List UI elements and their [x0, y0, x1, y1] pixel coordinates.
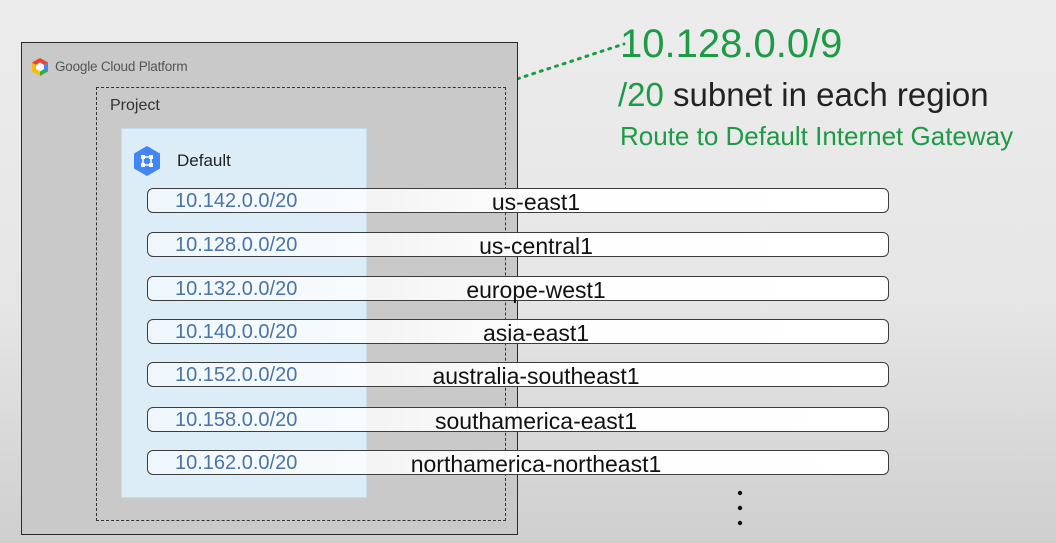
subnet-size-note: /20 subnet in each region: [618, 76, 989, 114]
subnet-row: 10.158.0.0/20 southamerica-east1: [147, 407, 889, 434]
subnet-region: us-east1: [491, 189, 581, 215]
subnet-cidr: 10.140.0.0/20: [175, 321, 298, 343]
subnet-region: us-central1: [479, 233, 593, 259]
subnet-cidr: 10.162.0.0/20: [175, 452, 298, 474]
subnet-region: europe-west1: [466, 277, 606, 303]
subnet-row: 10.132.0.0/20 europe-west1: [147, 276, 889, 303]
subnet-cidr: 10.128.0.0/20: [175, 234, 298, 256]
subnet-row: 10.128.0.0/20 us-central1: [147, 232, 889, 259]
subnet-region: asia-east1: [482, 320, 590, 346]
subnet-cidr: 10.158.0.0/20: [175, 409, 298, 431]
subnet-row: 10.140.0.0/20 asia-east1: [147, 319, 889, 346]
more-regions-ellipsis-icon: [737, 490, 743, 526]
vpc-network-panel: Default: [121, 128, 367, 498]
subnet-row: 10.142.0.0/20 us-east1: [147, 188, 889, 215]
subnet-region: southamerica-east1: [435, 408, 637, 434]
vpc-network-label: Default: [177, 151, 231, 170]
subnet-cidr: 10.142.0.0/20: [175, 190, 298, 212]
gcp-title: Google Cloud Platform: [55, 59, 188, 74]
subnet-size-text: subnet in each region: [673, 76, 989, 113]
network-range-heading: 10.128.0.0/9: [620, 22, 843, 66]
subnet-row: 10.152.0.0/20 australia-southeast1: [147, 362, 889, 389]
subnet-cidr: 10.152.0.0/20: [175, 364, 298, 386]
vpc-network-icon: [134, 146, 160, 176]
subnet-region: australia-southeast1: [432, 363, 640, 389]
route-note: Route to Default Internet Gateway: [620, 121, 1014, 151]
subnet-region: northamerica-northeast1: [410, 451, 662, 477]
subnet-row: 10.162.0.0/20 northamerica-northeast1: [147, 450, 889, 477]
subnet-cidr: 10.132.0.0/20: [175, 278, 298, 300]
subnet-prefix: /20: [618, 76, 664, 113]
project-label: Project: [110, 97, 160, 114]
gcp-logo-icon: [32, 58, 48, 76]
